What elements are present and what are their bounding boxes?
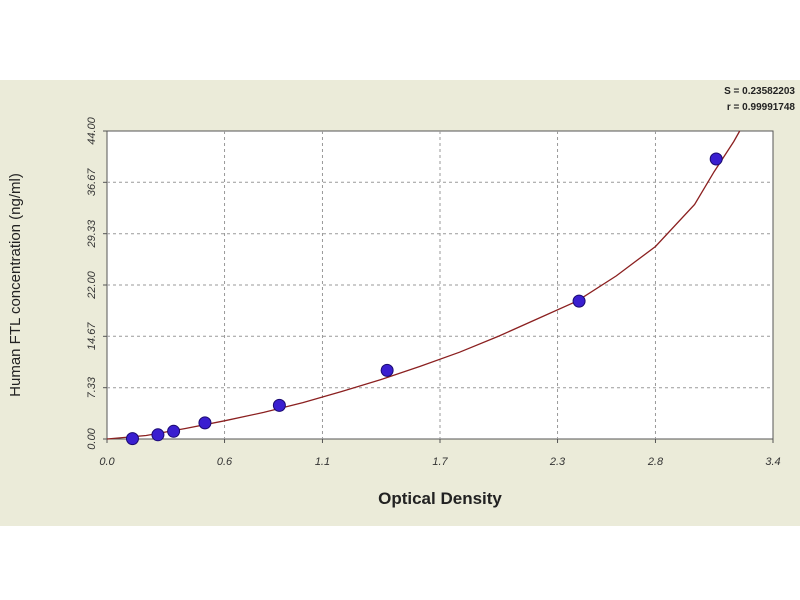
- data-point: [572, 294, 586, 308]
- data-point: [167, 424, 181, 438]
- y-tick-label: 22.00: [86, 270, 98, 299]
- axis-ticks: 0.0 0.6 1.1 1.7 2.3 2.8 3.4 0.00 7.33 14.67 22.00 2…: [86, 116, 781, 468]
- fit-curve: [106, 130, 741, 440]
- grid-lines: [107, 131, 773, 439]
- s-value-label: S = 0.23582203: [724, 86, 795, 97]
- x-tick-label: 3.4: [765, 456, 780, 468]
- data-point: [125, 432, 139, 446]
- data-point: [272, 398, 286, 412]
- x-tick-label: 2.3: [549, 456, 566, 468]
- x-tick-label: 2.8: [647, 456, 664, 468]
- x-axis-title: Optical Density: [378, 489, 502, 508]
- chart-panel: S = 0.23582203 r = 0.99991748 0.0 0.6 1.1 1…: [0, 80, 800, 526]
- y-tick-label: 36.67: [86, 168, 98, 196]
- data-point: [709, 152, 723, 166]
- y-tick-label: 14.67: [86, 322, 98, 350]
- y-tick-label: 0.00: [86, 427, 98, 449]
- data-points: [125, 152, 723, 446]
- x-tick-label: 1.1: [315, 456, 330, 468]
- data-point: [151, 428, 165, 442]
- standard-curve-chart: S = 0.23582203 r = 0.99991748 0.0 0.6 1.1 1…: [7, 86, 796, 508]
- data-point: [198, 416, 212, 430]
- y-axis-title: Human FTL concentration (ng/ml): [7, 173, 24, 397]
- y-tick-label: 7.33: [86, 376, 98, 398]
- y-tick-label: 44.00: [86, 116, 98, 144]
- y-tick-label: 29.33: [86, 219, 98, 248]
- data-point: [380, 363, 394, 377]
- r-value-label: r = 0.99991748: [727, 102, 796, 113]
- x-tick-label: 1.7: [432, 456, 448, 468]
- x-tick-label: 0.6: [217, 456, 233, 468]
- x-tick-label: 0.0: [99, 456, 115, 468]
